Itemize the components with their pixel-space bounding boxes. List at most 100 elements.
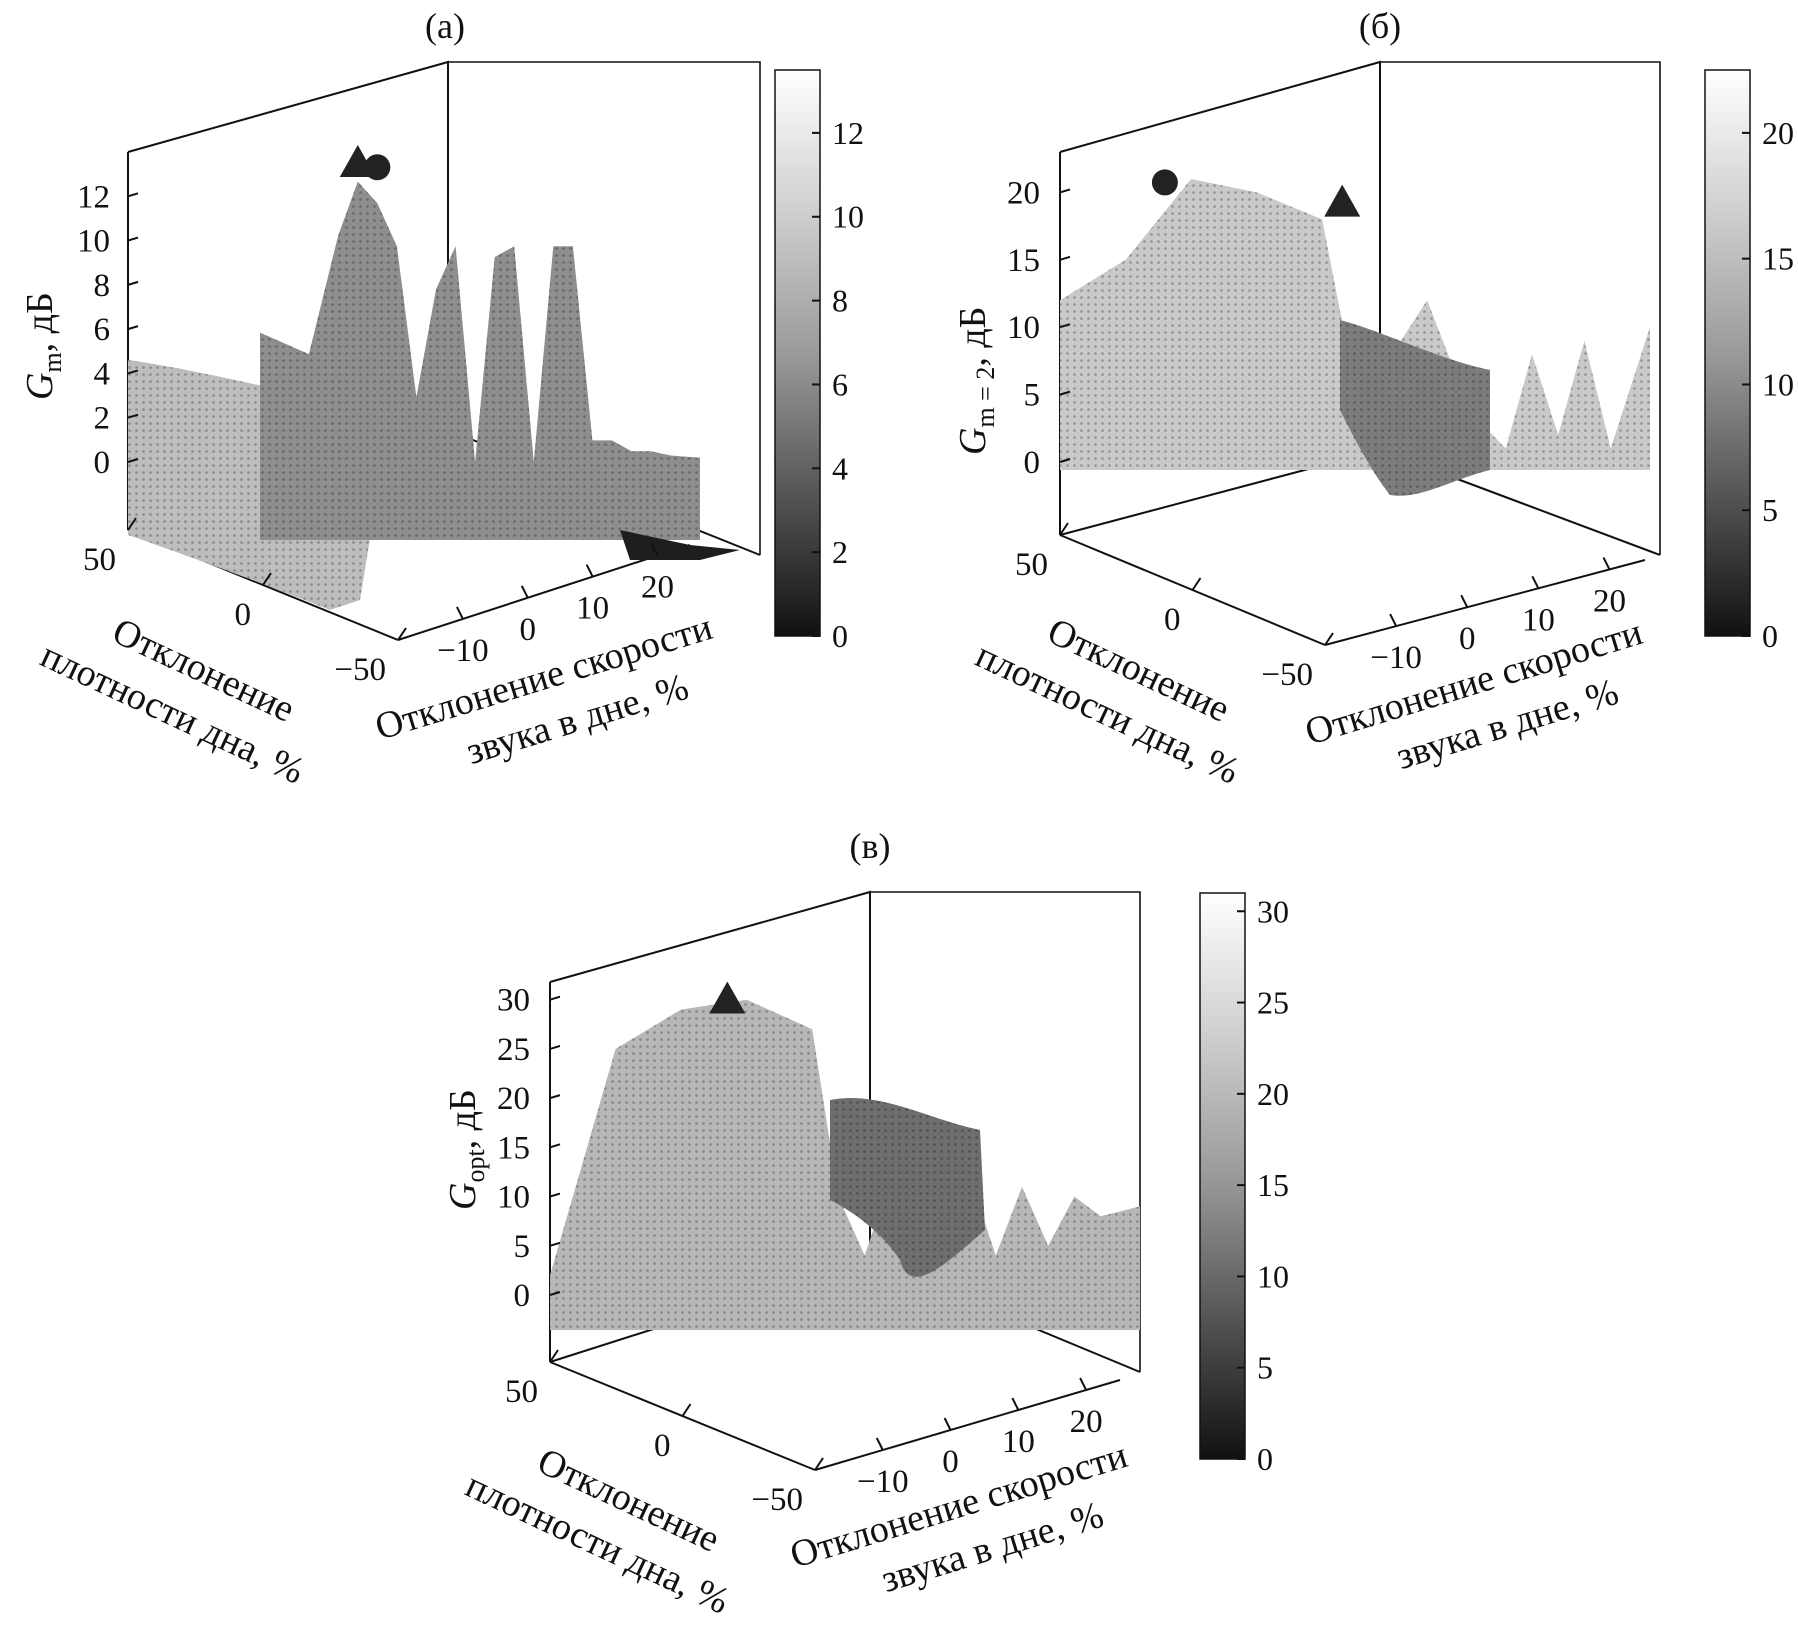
z-tick-label: 5 bbox=[1024, 378, 1041, 414]
colorbar-tick-label: 6 bbox=[832, 366, 848, 402]
z-tick-mark bbox=[127, 325, 139, 331]
z-tick-label: 30 bbox=[497, 983, 530, 1019]
x-tick-mark bbox=[1191, 577, 1202, 591]
z-tick-mark bbox=[127, 369, 139, 375]
z-tick-mark bbox=[549, 1044, 561, 1050]
x-tick-mark bbox=[262, 572, 272, 586]
panel-c-ylabel: Отклонение скорости звука в дне, % bbox=[785, 1431, 1156, 1624]
colorbar-tick-label: 0 bbox=[832, 618, 848, 654]
panel-c-zlabel: Gopt, дБ bbox=[442, 1089, 490, 1210]
y-tick-label: −10 bbox=[1370, 640, 1422, 676]
z-tick-label: 4 bbox=[94, 356, 111, 392]
panel-a-xlabel: Отклонение плотности дна, % bbox=[34, 587, 332, 793]
panel-c-z-axis: 0 5 10 15 20 25 30 Gopt, дБ bbox=[442, 983, 561, 1314]
panel-c-colorbar-fill bbox=[1199, 892, 1246, 1460]
y-tick-mark bbox=[875, 1437, 884, 1451]
z-tick-mark bbox=[127, 280, 139, 286]
panel-c-x-axis: 50 0 −50 Отклонение плотности дна, % bbox=[459, 1349, 824, 1623]
panel-b-colorbar-fill bbox=[1704, 69, 1751, 637]
y-tick-mark bbox=[1460, 594, 1469, 608]
z-tick-label: 10 bbox=[77, 224, 110, 260]
y-tick-label: 0 bbox=[942, 1444, 959, 1480]
panel-a: (а) 0 2 4 6 8 10 12 Gm, дБ 50 0 −50 bbox=[19, 6, 864, 796]
panel-c-markers bbox=[709, 981, 746, 1014]
y-tick-mark bbox=[520, 585, 529, 599]
z-tick-label: 20 bbox=[1007, 175, 1040, 211]
panel-c-colorbar: 0 5 10 15 20 25 30 bbox=[1199, 892, 1289, 1477]
colorbar-tick-label: 10 bbox=[1762, 366, 1794, 402]
panel-a-zlabel: Gm, дБ bbox=[19, 292, 67, 400]
panel-c-surface bbox=[550, 999, 1140, 1330]
panel-a-z-axis: 0 2 4 6 8 10 12 Gm, дБ bbox=[19, 179, 139, 481]
y-tick-label: −10 bbox=[437, 633, 489, 669]
colorbar-tick-label: 8 bbox=[832, 283, 848, 319]
x-tick-label: 0 bbox=[235, 597, 252, 633]
colorbar-tick-label: 25 bbox=[1257, 985, 1289, 1021]
x-tick-label: −50 bbox=[751, 1482, 803, 1518]
colorbar-tick-label: 15 bbox=[1762, 241, 1794, 277]
x-tick-label: 50 bbox=[505, 1374, 538, 1410]
z-tick-label: 0 bbox=[1024, 445, 1041, 481]
z-tick-label: 20 bbox=[497, 1081, 530, 1117]
y-tick-label: 20 bbox=[641, 570, 674, 606]
panel-c-y-axis: −10 0 10 20 Отклонение скорости звука в дне… bbox=[785, 1377, 1156, 1624]
triangle-marker bbox=[1324, 184, 1361, 217]
z-tick-label: 8 bbox=[94, 268, 111, 304]
x-tick-mark bbox=[1059, 522, 1069, 536]
z-tick-label: 2 bbox=[94, 401, 111, 437]
z-tick-label: 12 bbox=[77, 179, 110, 215]
panel-a-y-axis: −10 0 10 20 Отклонение скорости звука в дне… bbox=[370, 543, 741, 796]
x-tick-label: 50 bbox=[1015, 547, 1048, 583]
panel-a-ylabel: Отклонение скорости звука в дне, % bbox=[370, 603, 741, 796]
x-tick-label: 0 bbox=[654, 1428, 671, 1464]
z-tick-label: 10 bbox=[497, 1180, 530, 1216]
x-tick-label: 50 bbox=[83, 542, 116, 578]
z-tick-mark bbox=[127, 192, 139, 198]
panel-b-markers bbox=[1151, 169, 1361, 217]
y-tick-mark bbox=[1531, 575, 1540, 589]
x-tick-mark bbox=[681, 1403, 692, 1417]
z-tick-mark bbox=[1059, 255, 1071, 261]
x-tick-label: −50 bbox=[334, 652, 386, 688]
x-tick-mark bbox=[397, 627, 407, 641]
colorbar-tick-label: 4 bbox=[832, 450, 848, 486]
circle-marker bbox=[1151, 169, 1178, 196]
x-tick-mark bbox=[549, 1349, 559, 1363]
colorbar-tick-label: 0 bbox=[1762, 618, 1778, 654]
z-tick-label: 6 bbox=[94, 312, 111, 348]
z-tick-label: 0 bbox=[94, 445, 111, 481]
y-tick-mark bbox=[1389, 613, 1398, 627]
z-tick-mark bbox=[127, 413, 139, 419]
y-tick-mark bbox=[650, 543, 659, 557]
panel-b-z-axis: 0 5 10 15 20 Gm = 2, дБ bbox=[952, 175, 1071, 481]
z-tick-mark bbox=[1059, 323, 1071, 329]
z-tick-mark bbox=[127, 236, 139, 242]
z-tick-label: 10 bbox=[1007, 310, 1040, 346]
colorbar-tick-label: 20 bbox=[1762, 115, 1794, 151]
z-tick-label: 15 bbox=[1007, 243, 1040, 279]
panel-a-colorbar: 0 2 4 6 8 10 12 bbox=[774, 69, 864, 654]
y-tick-label: 0 bbox=[520, 612, 537, 648]
panel-a-markers bbox=[339, 144, 391, 181]
panel-a-title: (а) bbox=[425, 6, 465, 46]
z-tick-mark bbox=[549, 1192, 561, 1198]
y-tick-label: 10 bbox=[1002, 1424, 1035, 1460]
colorbar-tick-label: 30 bbox=[1257, 893, 1289, 929]
colorbar-tick-label: 2 bbox=[832, 534, 848, 570]
y-tick-label: 20 bbox=[1593, 583, 1626, 619]
y-tick-label: 10 bbox=[1522, 602, 1555, 638]
z-tick-mark bbox=[1059, 458, 1071, 463]
y-tick-mark bbox=[1011, 1397, 1020, 1411]
panel-c-title: (в) bbox=[850, 826, 891, 866]
colorbar-tick-label: 12 bbox=[832, 115, 864, 151]
z-tick-label: 5 bbox=[514, 1229, 531, 1265]
colorbar-tick-label: 0 bbox=[1257, 1441, 1273, 1477]
z-tick-mark bbox=[127, 458, 139, 463]
x-tick-label: −50 bbox=[1261, 657, 1313, 693]
y-tick-mark bbox=[1602, 556, 1611, 570]
panel-a-colorbar-fill bbox=[774, 69, 821, 637]
z-tick-mark bbox=[1059, 188, 1071, 194]
panel-b-surface bbox=[1060, 179, 1650, 496]
